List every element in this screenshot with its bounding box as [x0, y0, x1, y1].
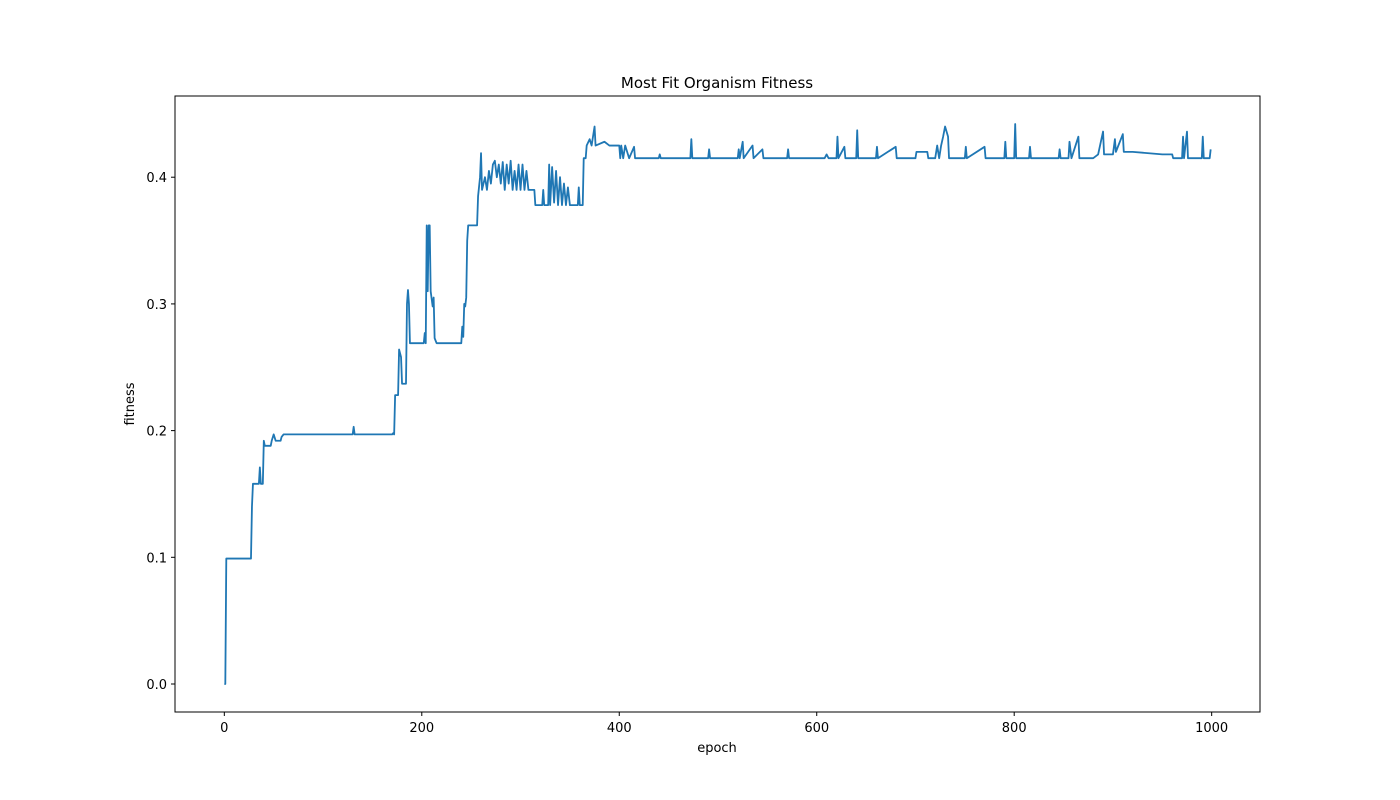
line-series — [224, 123, 1212, 685]
y-tick-label: 0.4 — [146, 171, 167, 186]
x-tick-label: 0 — [220, 721, 228, 736]
x-axis-label: epoch — [697, 741, 737, 756]
y-tick-label: 0.2 — [146, 425, 167, 440]
y-tick-label: 0.1 — [146, 551, 167, 566]
x-tick-label: 800 — [1002, 721, 1027, 736]
chart-title: Most Fit Organism Fitness — [621, 74, 813, 92]
x-tick-label: 400 — [607, 721, 632, 736]
x-tick-label: 1000 — [1195, 721, 1228, 736]
y-tick-label: 0.3 — [146, 298, 167, 313]
x-tick-label: 600 — [804, 721, 829, 736]
x-tick-label: 200 — [409, 721, 434, 736]
y-axis-label: fitness — [123, 382, 138, 425]
y-tick-label: 0.0 — [146, 678, 167, 693]
plot-frame — [174, 95, 1261, 713]
